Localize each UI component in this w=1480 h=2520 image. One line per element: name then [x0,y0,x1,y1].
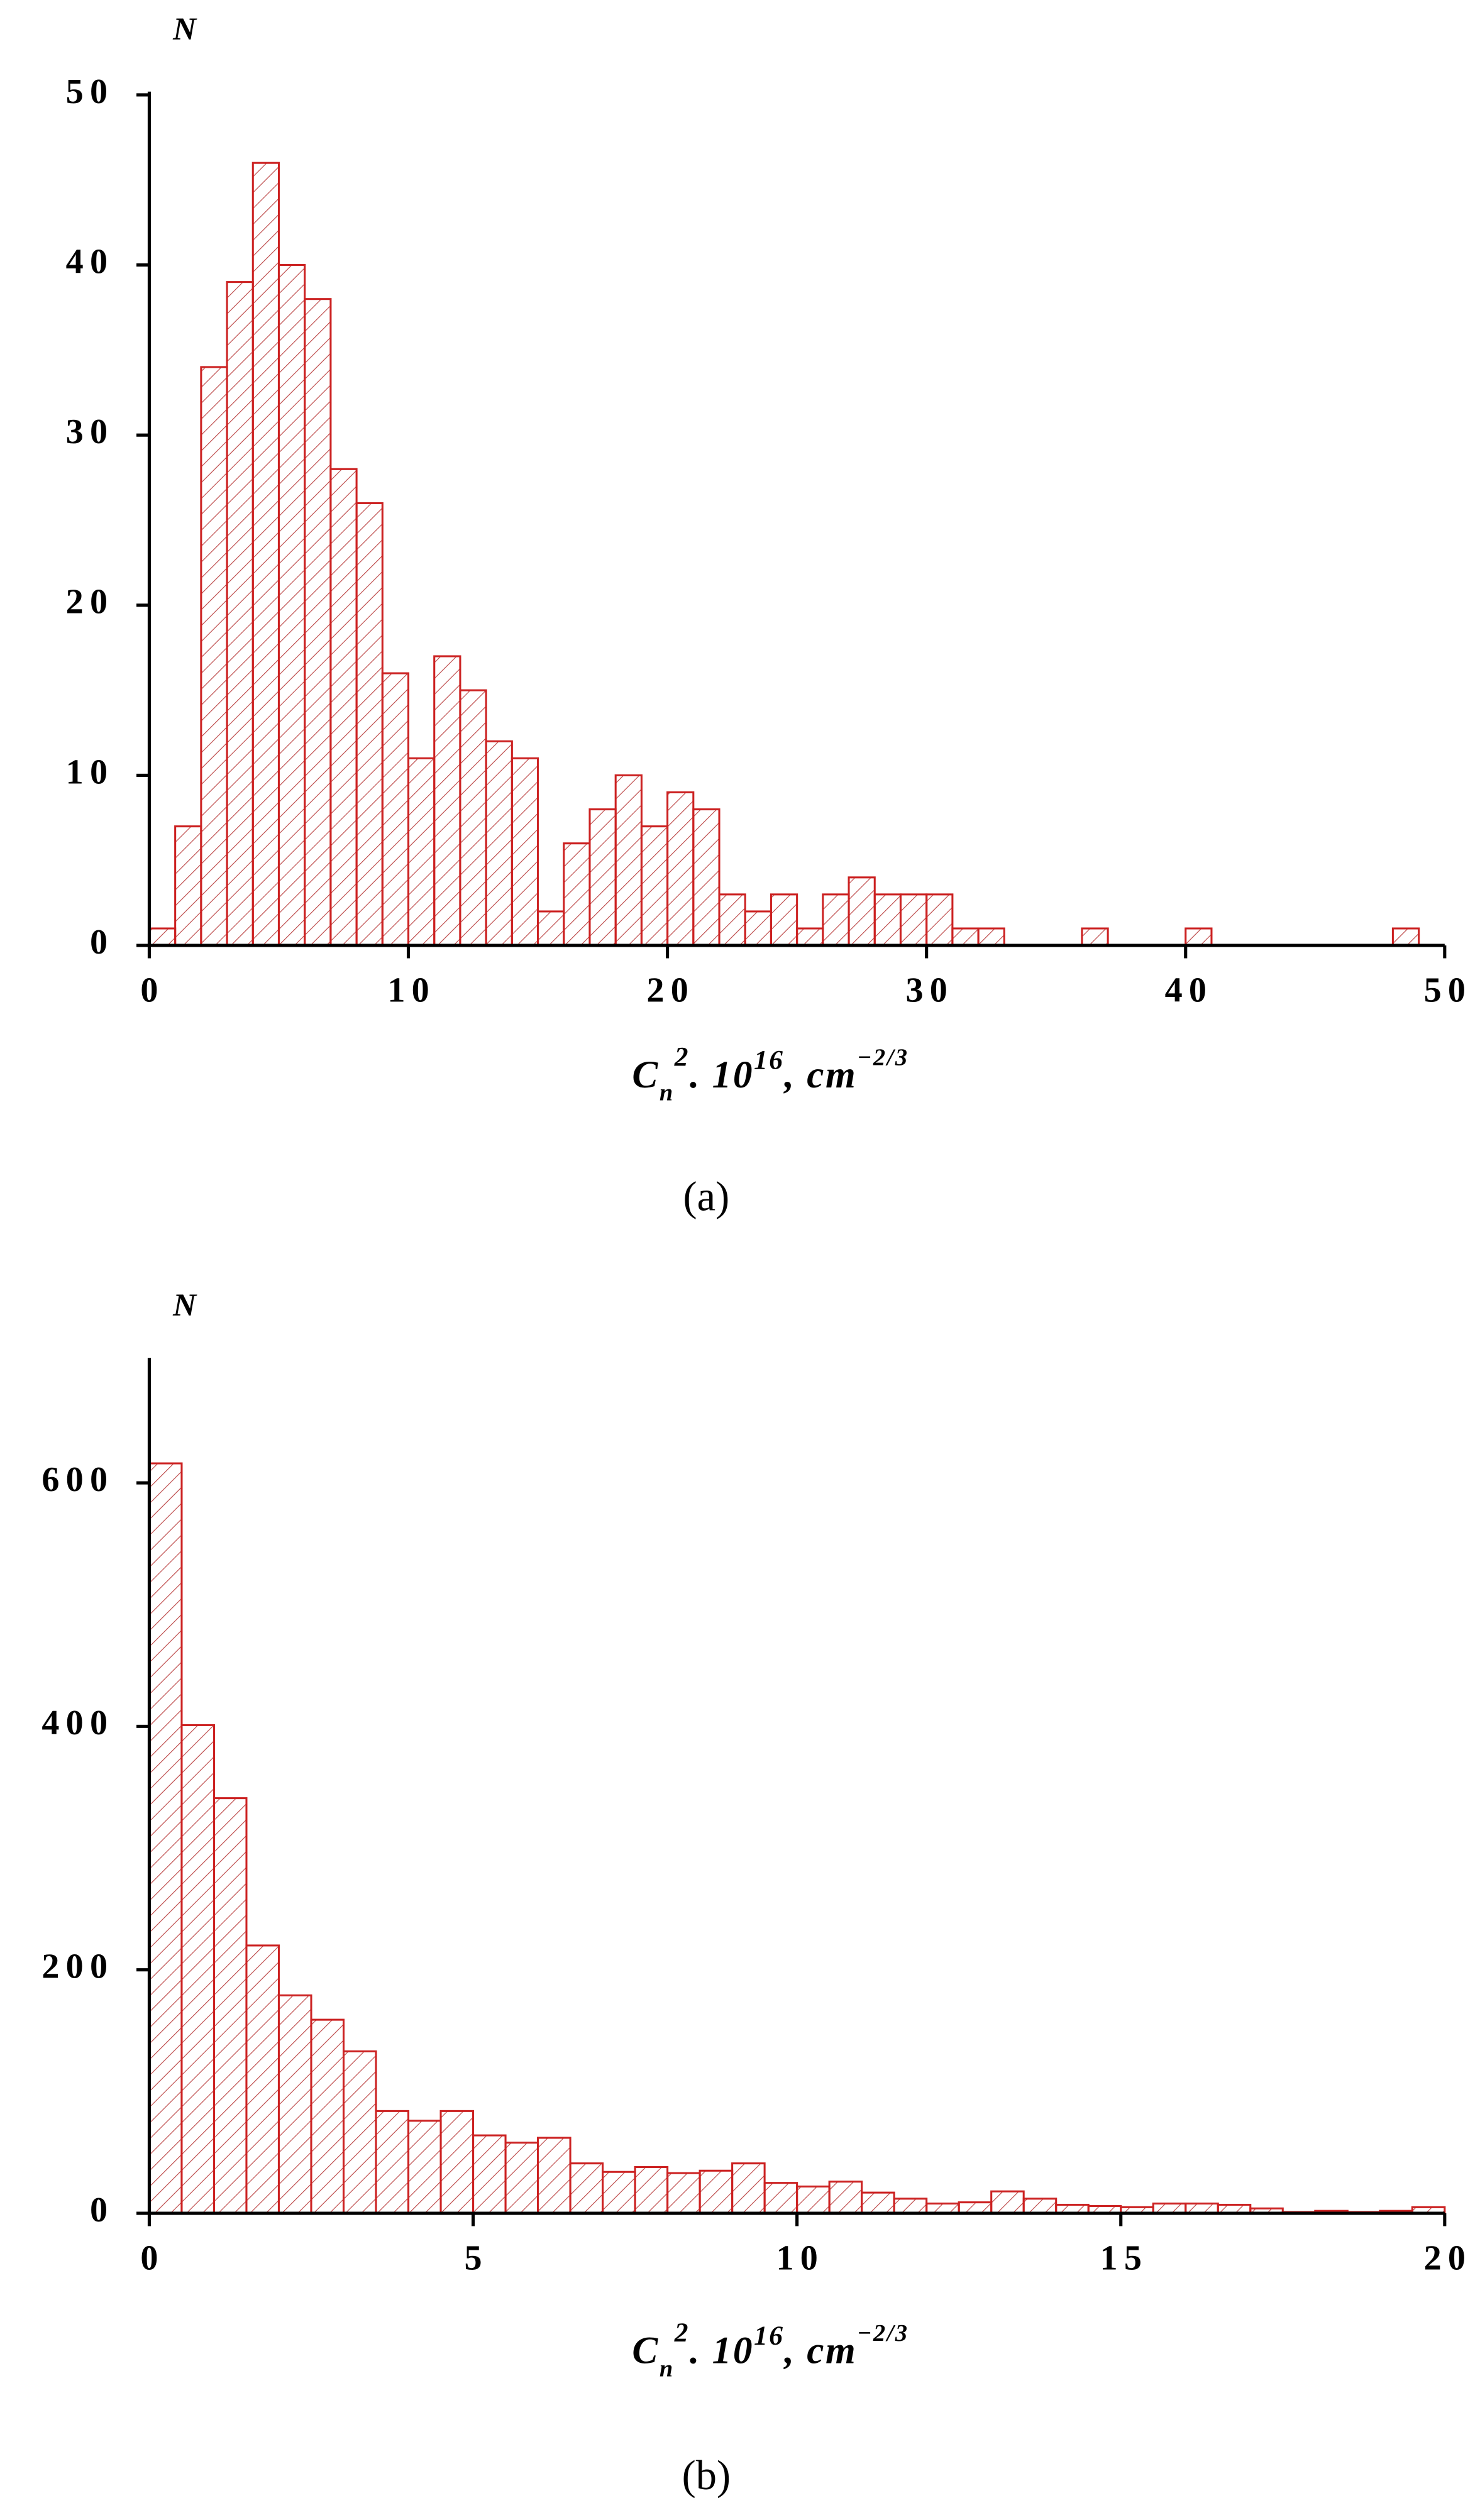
bar [1185,927,1213,947]
y-tick-label: 30 [66,412,114,451]
bar [180,1724,215,2215]
y-tick-label: 50 [66,72,114,111]
bar [472,2134,507,2215]
bar [375,2110,410,2215]
bar [213,1797,248,2215]
y-axis-label: N [172,11,197,47]
bar [873,893,902,947]
bar [439,2110,475,2215]
caption: (b) [682,2453,731,2499]
x-tick-label: 50 [1424,971,1472,1010]
bar [861,2191,895,2215]
bar [485,740,513,947]
x-tick-label: 20 [1424,2239,1472,2278]
bar [666,791,695,947]
bar [148,1462,183,2215]
bar [407,757,436,947]
bar [822,893,850,947]
y-tick-label: 400 [41,1703,114,1742]
bar [602,2171,636,2215]
bar [796,927,824,947]
bar [174,825,202,947]
bar [342,2050,377,2215]
bar [277,264,306,947]
bar [537,2137,572,2215]
bar [245,1944,280,2215]
bar [796,2185,831,2215]
bar [148,927,177,947]
y-tick-label: 600 [41,1460,114,1499]
bar [770,893,798,947]
bar [699,2169,734,2215]
bar [990,2190,1025,2215]
x-tick-label: 30 [905,971,954,1010]
bar [718,893,746,947]
bar [614,774,643,947]
bar [731,2162,766,2215]
y-tick-label: 40 [66,242,114,281]
bar [828,2181,863,2215]
bar [251,162,280,947]
y-tick-label: 200 [41,1947,114,1986]
bar [304,298,332,947]
bar [277,1994,312,2215]
bar [459,689,487,947]
y-tick-label: 0 [90,2191,114,2230]
bar [504,2142,539,2215]
x-tick-label: 10 [776,2239,824,2278]
bar [692,808,721,947]
y-axis-label: N [172,1287,197,1323]
bar [640,825,669,947]
x-tick-label: 0 [140,2239,164,2278]
bar [329,468,358,947]
bar [407,2120,442,2215]
bar [355,502,384,947]
bar [666,2172,701,2215]
bar [569,2162,604,2215]
y-tick-label: 10 [66,752,114,791]
bar [200,366,228,947]
bar [433,655,461,947]
y-tick-label: 20 [66,583,114,622]
bar [893,2198,928,2215]
x-tick-label: 40 [1165,971,1213,1010]
x-tick-label: 0 [140,971,164,1010]
x-axis-label: Cn2. 1016, cm−2/3 [632,2318,908,2382]
bar [226,281,254,947]
bar [511,757,539,947]
bar [744,910,772,947]
bar [1081,927,1109,947]
bar [310,2018,345,2215]
caption: (a) [683,1174,730,1219]
bar [977,927,1005,947]
bar [588,808,617,947]
x-tick-label: 15 [1100,2239,1149,2278]
bar [634,2165,669,2215]
x-tick-label: 10 [387,971,436,1010]
bar [899,893,928,947]
bar [848,876,876,947]
bar [1022,2198,1058,2215]
bar [951,927,980,947]
bar [925,893,954,947]
x-tick-label: 20 [646,971,695,1010]
bar [537,910,565,947]
y-tick-label: 0 [90,923,114,962]
bar [958,2201,993,2215]
bar [1391,927,1420,947]
x-tick-label: 5 [464,2239,488,2278]
bar [563,842,591,947]
bar [763,2182,798,2215]
x-axis-label: Cn2. 1016, cm−2/3 [632,1042,908,1106]
bar [381,672,410,947]
